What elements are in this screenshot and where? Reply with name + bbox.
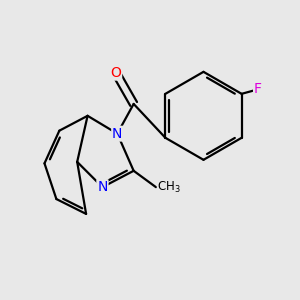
Text: N: N: [112, 127, 122, 141]
Text: CH$_3$: CH$_3$: [158, 180, 181, 195]
Text: N: N: [97, 180, 108, 194]
Text: O: O: [110, 66, 121, 80]
Text: F: F: [254, 82, 262, 96]
